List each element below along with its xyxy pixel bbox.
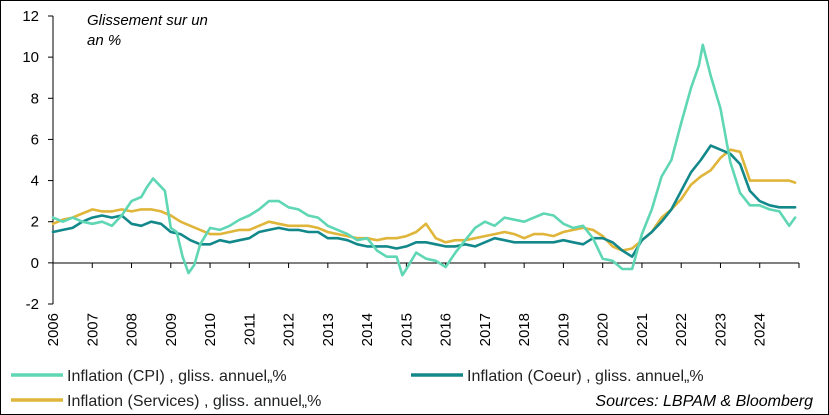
annotation-line-1: Glissement sur un bbox=[87, 12, 208, 29]
series-line-cpi bbox=[51, 43, 797, 277]
x-axis: 2006 2007 2008 2009 2010 2011 2012 2013 2014 2015… bbox=[45, 262, 800, 346]
x-tick-label: 2021 bbox=[634, 313, 651, 346]
y-tick-label: 0 bbox=[31, 255, 39, 272]
series-lines bbox=[51, 43, 797, 277]
x-tick-label: 2019 bbox=[555, 313, 572, 346]
x-tick-label: 2018 bbox=[516, 313, 533, 346]
legend-item-coeur: Inflation (Coeur) , gliss. annuel„% bbox=[411, 368, 704, 385]
legend-label-coeur: Inflation (Coeur) , gliss. annuel„% bbox=[467, 368, 704, 385]
x-tick-label: 2013 bbox=[320, 313, 337, 346]
legend-label-services: Inflation (Services) , gliss. annuel„% bbox=[67, 393, 321, 410]
x-tick-label: 2009 bbox=[163, 313, 180, 346]
x-tick-label: 2010 bbox=[202, 313, 219, 346]
y-tick-label: -2 bbox=[26, 296, 39, 313]
x-tick-label: 2006 bbox=[45, 313, 62, 346]
y-tick-label: 12 bbox=[22, 8, 39, 25]
x-tick-label: 2023 bbox=[712, 313, 729, 346]
legend-item-services: Inflation (Services) , gliss. annuel„% bbox=[11, 393, 321, 410]
legend-label-cpi: Inflation (CPI) , gliss. annuel„% bbox=[67, 368, 287, 385]
y-tick-label: 2 bbox=[31, 214, 39, 231]
series-line-services bbox=[51, 148, 797, 252]
x-tick-label: 2017 bbox=[477, 313, 494, 346]
legend-item-cpi: Inflation (CPI) , gliss. annuel„% bbox=[11, 368, 287, 385]
y-tick-label: 6 bbox=[31, 131, 39, 148]
series-line-coeur bbox=[51, 144, 797, 258]
x-tick-label: 2008 bbox=[124, 313, 141, 346]
y-tick-label: 8 bbox=[31, 90, 39, 107]
x-tick-label: 2016 bbox=[438, 313, 455, 346]
x-tick-label: 2020 bbox=[595, 313, 612, 346]
x-tick-label: 2024 bbox=[752, 313, 769, 346]
annotation-line-2: an % bbox=[87, 32, 121, 49]
x-tick-label: 2011 bbox=[241, 313, 258, 345]
legend: Inflation (CPI) , gliss. annuel„% Inflat… bbox=[11, 368, 704, 410]
y-axis: 12 10 8 6 4 2 0 -2 bbox=[22, 8, 54, 313]
x-tick-label: 2007 bbox=[84, 313, 101, 346]
y-tick-label: 10 bbox=[22, 49, 39, 66]
x-tick-label: 2014 bbox=[359, 313, 376, 346]
x-tick-label: 2012 bbox=[281, 313, 298, 346]
y-tick-label: 4 bbox=[31, 173, 39, 190]
source-note: Sources: LBPAM & Bloomberg bbox=[595, 393, 813, 410]
x-tick-label: 2015 bbox=[398, 313, 415, 346]
x-tick-label: 2022 bbox=[673, 313, 690, 346]
